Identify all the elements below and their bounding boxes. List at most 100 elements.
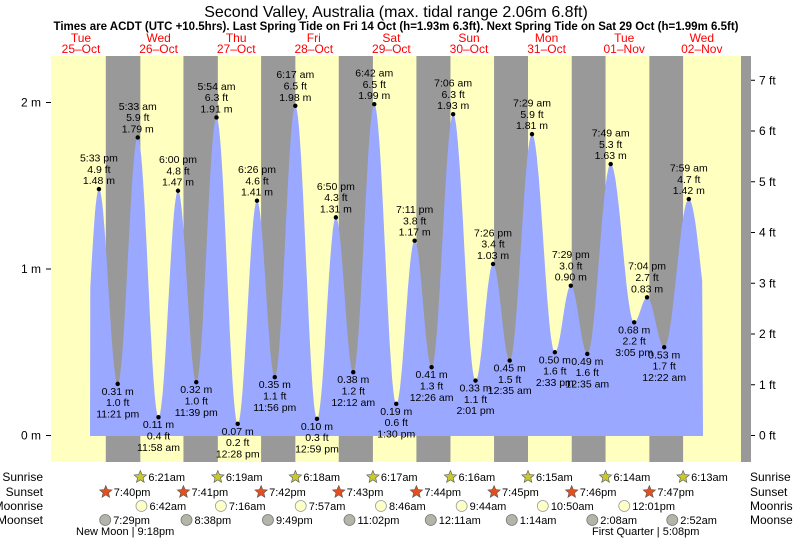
tide-extreme-label: 1.41 m bbox=[241, 187, 273, 199]
day-of-week-label: Wed bbox=[146, 31, 170, 45]
sunset-icon bbox=[176, 484, 191, 498]
tide-extreme-label: 1.0 ft bbox=[106, 397, 129, 409]
tide-extreme-label: 0.50 m bbox=[539, 354, 571, 366]
tide-extreme-label: 1.47 m bbox=[162, 177, 194, 189]
tide-extreme-label: 11:58 am bbox=[137, 442, 180, 454]
sunrise-time-label: 6:14am bbox=[614, 472, 651, 484]
tide-extreme-dot bbox=[552, 350, 558, 355]
moonrise-time-label: 12:01pm bbox=[632, 501, 675, 513]
tide-area-base bbox=[90, 435, 703, 436]
tide-extreme-label: 3.0 ft bbox=[559, 260, 582, 272]
moonset-time-label: 12:11am bbox=[439, 515, 481, 527]
right-axis-tick-label: 2 ft bbox=[759, 327, 776, 341]
moonrise-time-label: 6:42am bbox=[149, 501, 186, 513]
tide-extreme-label: 12:26 am bbox=[410, 392, 454, 404]
row-label-right: Moonrise bbox=[750, 499, 793, 513]
date-label: 31–Oct bbox=[527, 42, 566, 56]
tide-extreme-label: 5.3 ft bbox=[599, 139, 622, 151]
tide-extreme-label: 0.90 m bbox=[555, 272, 587, 284]
tide-extreme-label: 1.7 ft bbox=[653, 361, 676, 373]
sunset-icon bbox=[98, 484, 113, 498]
tide-extreme-dot bbox=[631, 320, 637, 325]
tide-extreme-dot bbox=[235, 421, 240, 427]
chart-title: Second Valley, Australia (max. tidal ran… bbox=[204, 4, 588, 21]
row-label-left: Sunset bbox=[6, 485, 44, 499]
moonrise-time-label: 9:44am bbox=[470, 501, 507, 513]
tide-extreme-label: 7:49 am bbox=[592, 128, 630, 140]
tide-extreme-dot bbox=[96, 186, 102, 192]
tide-extreme-label: 2:33 pm bbox=[536, 377, 574, 389]
tide-extreme-dot bbox=[412, 238, 417, 243]
sunset-time-label: 7:46pm bbox=[580, 487, 617, 499]
date-label: 02–Nov bbox=[681, 42, 722, 56]
tide-extreme-label: 1.42 m bbox=[673, 185, 705, 197]
date-label: 01–Nov bbox=[604, 42, 645, 56]
moonset-time-label: 9:49pm bbox=[276, 515, 313, 527]
moonset-time-label: 11:02pm bbox=[357, 515, 399, 527]
sunset-time-label: 7:43pm bbox=[347, 487, 384, 499]
tide-extreme-dot bbox=[661, 345, 667, 350]
row-label-right: Sunrise bbox=[750, 470, 791, 484]
chart-header: Second Valley, Australia (max. tidal ran… bbox=[54, 4, 739, 33]
tide-extreme-dot bbox=[156, 414, 161, 420]
day-of-week-label: Thu bbox=[226, 31, 247, 45]
moonset-icon bbox=[505, 514, 518, 526]
tide-extreme-label: 0.38 m bbox=[337, 374, 369, 386]
tide-extreme-label: 12:35 am bbox=[488, 385, 532, 397]
moonset-icon bbox=[180, 514, 193, 526]
right-axis-tick-label: 7 ft bbox=[759, 73, 776, 87]
tide-extreme-label: 6:17 am bbox=[276, 69, 314, 81]
date-label: 30–Oct bbox=[450, 42, 489, 56]
tide-extreme-dot bbox=[450, 111, 456, 117]
moonset-time-label: 2:52am bbox=[680, 515, 717, 527]
tide-extreme-dot bbox=[429, 365, 434, 370]
date-label: 26–Oct bbox=[139, 42, 178, 56]
tide-extreme-label: 1.98 m bbox=[279, 92, 311, 104]
row-label-left: Sunrise bbox=[2, 470, 43, 484]
tide-area-fill bbox=[90, 104, 703, 436]
tide-extreme-label: 0.3 ft bbox=[305, 432, 328, 444]
sunrise-icon bbox=[676, 469, 691, 483]
tide-extreme-label: 0.19 m bbox=[380, 406, 412, 418]
tide-extreme-label: 1.93 m bbox=[437, 100, 469, 112]
moonset-icon bbox=[586, 514, 599, 526]
day-of-week-label: Sun bbox=[458, 31, 479, 45]
tide-extreme-dot bbox=[529, 131, 535, 137]
day-of-week-label: Sat bbox=[382, 31, 401, 45]
left-axis-tick-label: 1 m bbox=[21, 262, 41, 276]
date-label: 25–Oct bbox=[62, 42, 101, 56]
tide-extreme-dot bbox=[686, 196, 692, 202]
tide-extreme-label: 6:42 am bbox=[355, 68, 393, 80]
tide-extreme-dot bbox=[568, 283, 573, 288]
tide-extreme-label: 2.7 ft bbox=[635, 272, 658, 284]
tide-extreme-dot bbox=[194, 380, 199, 385]
moonrise-icon bbox=[294, 500, 307, 512]
tide-extreme-dot bbox=[293, 103, 298, 109]
moon-phase-label: First Quarter | 5:08pm bbox=[592, 526, 699, 538]
tide-extreme-label: 6:50 pm bbox=[317, 181, 355, 193]
sunrise-time-label: 6:17am bbox=[381, 472, 418, 484]
tide-extreme-label: 1.2 ft bbox=[342, 386, 365, 398]
tide-extreme-label: 7:11 pm bbox=[396, 204, 433, 216]
moonset-time-label: 8:38pm bbox=[195, 515, 232, 527]
tide-extreme-label: 12:22 am bbox=[642, 372, 686, 384]
sunrise-icon bbox=[133, 469, 148, 483]
moonrise-time-label: 7:16am bbox=[229, 501, 266, 513]
tide-extreme-dot bbox=[507, 358, 512, 363]
tide-extreme-dot bbox=[254, 198, 260, 203]
tide-extreme-label: 0.68 m bbox=[618, 324, 650, 336]
moonset-icon bbox=[424, 514, 437, 526]
tide-extreme-dot bbox=[585, 351, 590, 357]
tide-extreme-label: 7:29 pm bbox=[552, 249, 590, 261]
tide-extreme-label: 2:01 pm bbox=[457, 405, 495, 417]
tide-extreme-dot bbox=[490, 261, 496, 267]
sunrise-icon bbox=[598, 469, 613, 483]
sunrise-icon bbox=[210, 469, 225, 483]
tide-extreme-label: 1.91 m bbox=[200, 103, 232, 115]
moonset-icon bbox=[99, 514, 112, 526]
tide-extreme-dot bbox=[372, 101, 377, 107]
tide-extreme-label: 6.3 ft bbox=[441, 89, 464, 101]
tide-extreme-dot bbox=[175, 188, 181, 193]
tide-extreme-label: 6:26 pm bbox=[238, 164, 276, 176]
tide-extreme-label: 4.8 ft bbox=[166, 165, 189, 177]
